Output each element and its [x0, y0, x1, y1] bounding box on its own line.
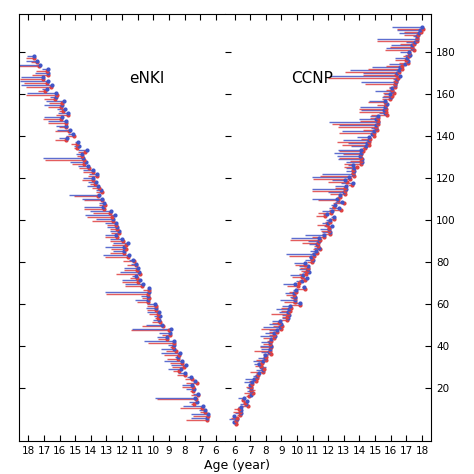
Text: CCNP: CCNP [291, 71, 333, 86]
Text: eNKI: eNKI [129, 71, 164, 86]
Text: Age (year): Age (year) [204, 459, 270, 472]
